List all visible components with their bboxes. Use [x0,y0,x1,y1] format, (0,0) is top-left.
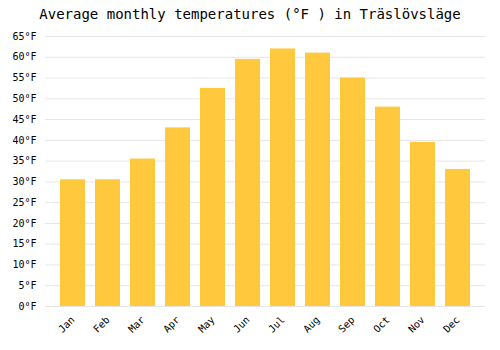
svg-text:30°F: 30°F [12,176,36,187]
svg-text:65°F: 65°F [12,31,36,42]
svg-text:Nov: Nov [406,314,427,335]
svg-text:60°F: 60°F [12,51,36,62]
svg-text:Mar: Mar [126,314,147,335]
svg-text:55°F: 55°F [12,72,36,83]
svg-text:20°F: 20°F [12,218,36,229]
svg-text:10°F: 10°F [12,259,36,270]
svg-text:45°F: 45°F [12,114,36,125]
svg-text:40°F: 40°F [12,135,36,146]
svg-text:Sep: Sep [336,314,357,335]
svg-text:Jan: Jan [56,314,77,335]
svg-text:50°F: 50°F [12,93,36,104]
svg-text:Jun: Jun [231,314,252,335]
svg-text:0°F: 0°F [18,301,36,312]
svg-text:Oct: Oct [371,314,392,335]
svg-text:35°F: 35°F [12,155,36,166]
svg-text:25°F: 25°F [12,197,36,208]
svg-text:Apr: Apr [161,314,182,335]
svg-text:15°F: 15°F [12,238,36,249]
svg-text:Dec: Dec [441,314,462,335]
svg-text:Aug: Aug [301,314,322,335]
svg-text:Feb: Feb [91,314,112,335]
html-text:Average monthly temperatures (: Average monthly temperatures (°F ) in Tr… [39,6,461,22]
svg-text:5°F: 5°F [18,280,36,291]
svg-text:Jul: Jul [266,314,287,335]
svg-text:May: May [196,314,217,335]
